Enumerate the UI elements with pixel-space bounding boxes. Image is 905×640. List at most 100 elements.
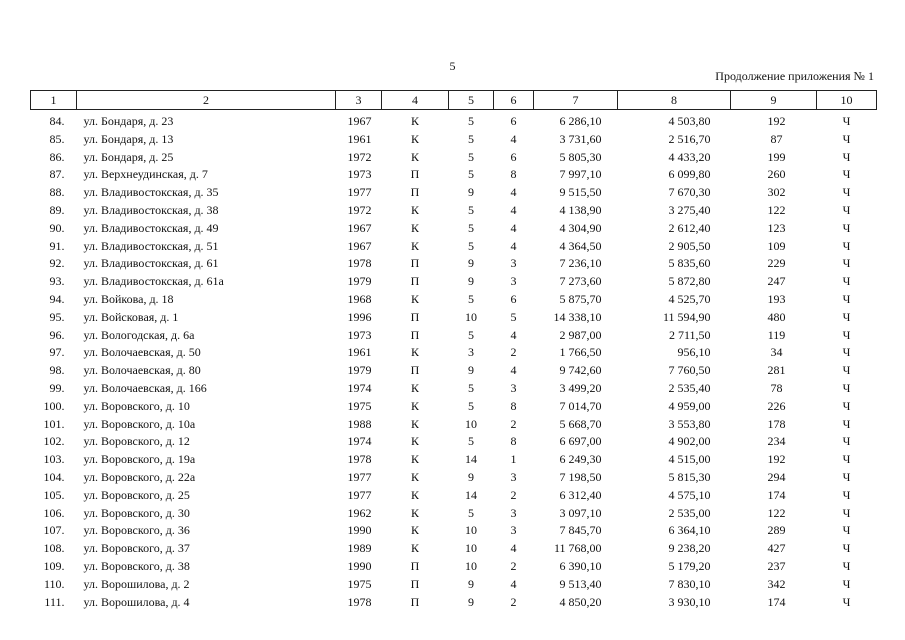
wall-material-cell: К xyxy=(410,452,419,467)
entrances-cell: 2 xyxy=(510,345,517,360)
total-area-cell: 4 304,90 xyxy=(559,220,602,235)
year-built-cell: 1967 xyxy=(347,238,372,253)
address-cell: ул. Воровского, д. 19а xyxy=(83,452,196,467)
year-built-cell: 1975 xyxy=(347,398,372,413)
floors-cell: 9 xyxy=(468,256,474,271)
row-number-cell: 102. xyxy=(43,434,65,449)
page-number: 5 xyxy=(449,59,456,73)
entrances-cell: 3 xyxy=(510,256,517,271)
address-cell: ул. Воровского, д. 37 xyxy=(83,541,190,556)
total-area-cell: 9 513,40 xyxy=(559,576,602,591)
address-cell: ул. Владивостокская, д. 38 xyxy=(83,202,219,217)
entrances-cell: 4 xyxy=(510,363,517,378)
floors-cell: 14 xyxy=(465,452,477,467)
wall-material-cell: П xyxy=(410,558,420,573)
year-built-cell: 1973 xyxy=(347,167,372,182)
residents-cell: 281 xyxy=(767,363,786,378)
residents-cell: 34 xyxy=(770,345,783,360)
address-cell: ул. Бондаря, д. 13 xyxy=(83,131,174,146)
address-cell: ул. Воровского, д. 36 xyxy=(83,523,190,538)
wall-material-cell: П xyxy=(410,327,420,342)
floors-cell: 5 xyxy=(468,291,474,306)
category-cell: Ч xyxy=(842,185,851,200)
header-cell: 7 xyxy=(533,90,618,110)
row-number-cell: 97. xyxy=(49,345,65,360)
table-row: 89. ул. Владивостокская, д. 38 1972 К 5 4 4 13… xyxy=(31,202,877,220)
floors-cell: 5 xyxy=(468,202,474,217)
row-number-cell: 89. xyxy=(49,202,65,217)
living-area-cell: 2 612,40 xyxy=(668,220,711,235)
year-built-cell: 1979 xyxy=(347,274,372,289)
total-area-cell: 4 364,50 xyxy=(559,238,602,253)
address-cell: ул. Владивостокская, д. 61 xyxy=(83,256,219,271)
header-cell: 2 xyxy=(76,90,336,110)
living-area-cell: 7 670,30 xyxy=(668,185,711,200)
category-cell: Ч xyxy=(842,291,851,306)
address-cell: ул. Бондаря, д. 25 xyxy=(83,149,174,164)
table-row: 109. ул. Воровского, д. 38 1990 П 10 2 6 390,1… xyxy=(31,558,877,576)
year-built-cell: 1972 xyxy=(347,149,372,164)
living-area-cell: 4 902,00 xyxy=(668,434,711,449)
category-cell: Ч xyxy=(842,576,851,591)
wall-material-cell: К xyxy=(410,238,419,253)
living-area-cell: 2 711,50 xyxy=(668,327,711,342)
living-area-cell: 4 525,70 xyxy=(668,291,711,306)
table-row: 104. ул. Воровского, д. 22а 1977 К 9 3 7 198,5… xyxy=(31,469,877,487)
year-built-cell: 1978 xyxy=(347,256,372,271)
floors-cell: 9 xyxy=(468,363,474,378)
table-row: 99. ул. Волочаевская, д. 166 1974 К 5 3 3 499,… xyxy=(31,380,877,398)
living-area-cell: 4 959,00 xyxy=(668,398,711,413)
address-cell: ул. Владивостокская, д. 49 xyxy=(83,220,219,235)
residents-cell: 289 xyxy=(767,523,786,538)
category-cell: Ч xyxy=(842,452,851,467)
living-area-cell: 3 930,10 xyxy=(668,594,711,609)
table-row: 86. ул. Бондаря, д. 25 1972 К 5 6 5 805,30 4 43… xyxy=(31,149,877,167)
wall-material-cell: П xyxy=(410,185,420,200)
total-area-cell: 11 768,00 xyxy=(553,541,602,556)
address-cell: ул. Владивостокская, д. 61а xyxy=(83,274,224,289)
address-cell: ул. Воровского, д. 12 xyxy=(83,434,190,449)
year-built-cell: 1979 xyxy=(347,363,372,378)
header-cell: 6 xyxy=(493,90,534,110)
row-number-cell: 105. xyxy=(43,487,65,502)
category-cell: Ч xyxy=(842,594,851,609)
address-cell: ул. Владивостокская, д. 51 xyxy=(83,238,219,253)
total-area-cell: 5 805,30 xyxy=(559,149,602,164)
wall-material-cell: К xyxy=(410,291,419,306)
living-area-cell: 2 516,70 xyxy=(668,131,711,146)
category-cell: Ч xyxy=(842,469,851,484)
category-cell: Ч xyxy=(842,309,851,324)
row-number-cell: 110. xyxy=(43,576,65,591)
residents-cell: 302 xyxy=(767,185,786,200)
year-built-cell: 1973 xyxy=(347,327,372,342)
living-area-cell: 5 872,80 xyxy=(668,274,711,289)
residents-cell: 174 xyxy=(767,487,786,502)
category-cell: Ч xyxy=(842,505,851,520)
address-cell: ул. Воровского, д. 25 xyxy=(83,487,190,502)
category-cell: Ч xyxy=(842,114,851,128)
wall-material-cell: П xyxy=(410,594,420,609)
total-area-cell: 7 198,50 xyxy=(559,469,602,484)
floors-cell: 5 xyxy=(468,114,474,128)
row-number-cell: 92. xyxy=(49,256,65,271)
wall-material-cell: П xyxy=(410,274,420,289)
category-cell: Ч xyxy=(842,238,851,253)
category-cell: Ч xyxy=(842,398,851,413)
living-area-cell: 11 594,90 xyxy=(662,309,711,324)
residents-cell: 109 xyxy=(767,238,786,253)
continuation-caption: Продолжение приложения № 1 xyxy=(715,69,874,83)
address-cell: ул. Воровского, д. 10 xyxy=(83,398,190,413)
entrances-cell: 3 xyxy=(510,274,517,289)
residents-cell: 78 xyxy=(770,380,783,395)
table-row: 100. ул. Воровского, д. 10 1975 К 5 8 7 014,70… xyxy=(31,398,877,416)
residents-cell: 122 xyxy=(767,505,786,520)
entrances-cell: 8 xyxy=(510,398,517,413)
floors-cell: 5 xyxy=(468,505,474,520)
address-cell: ул. Верхнеудинская, д. 7 xyxy=(83,167,208,182)
living-area-cell: 6 099,80 xyxy=(668,167,711,182)
row-number-cell: 104. xyxy=(43,469,65,484)
floors-cell: 9 xyxy=(468,594,474,609)
total-area-cell: 3 097,10 xyxy=(559,505,602,520)
entrances-cell: 4 xyxy=(510,131,517,146)
year-built-cell: 1977 xyxy=(347,185,372,200)
